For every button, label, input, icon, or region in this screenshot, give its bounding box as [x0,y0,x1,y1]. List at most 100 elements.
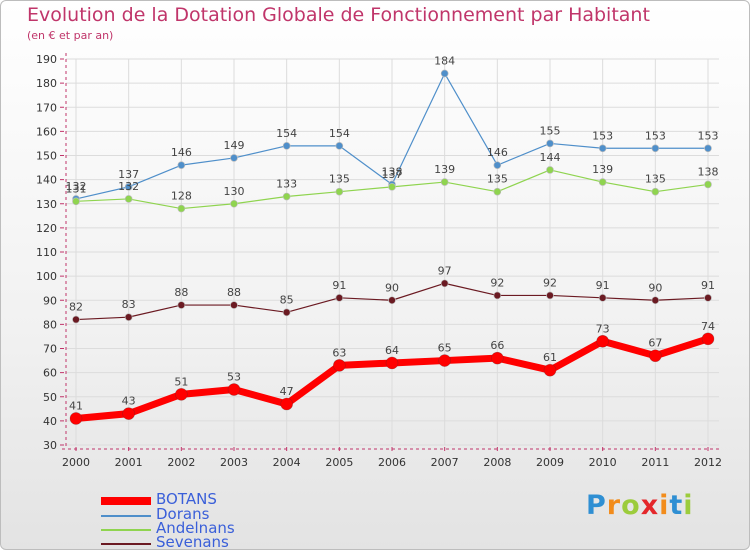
legend-label: Dorans [156,505,210,523]
data-label: 138 [382,165,403,178]
data-label: 137 [382,168,403,181]
data-point-outline [701,332,715,346]
data-label: 91 [596,279,610,292]
data-point-outline [493,291,502,300]
data-point [70,412,82,425]
y-tick-label: 60 [43,367,57,380]
x-tick-label: 2007 [431,456,459,469]
data-point-outline [388,183,396,191]
data-label: 144 [540,151,561,164]
chart-title: Evolution de la Dotation Globale de Fonc… [27,4,650,26]
y-tick-label: 30 [43,439,57,452]
x-tick-label: 2002 [167,456,195,469]
data-point-outline [440,178,449,186]
data-point-outline [230,301,238,309]
data-point [438,354,451,367]
legend-label: BOTANS [156,490,217,508]
y-tick-label: 150 [36,150,57,163]
legend-swatch [101,529,151,531]
x-tick-label: 2000 [62,456,90,469]
data-point-outline [651,296,660,305]
data-point [177,161,186,169]
data-point-outline [72,197,80,206]
logo-letter: x [640,490,660,521]
logo-letter: t [669,490,684,521]
y-tick-label: 100 [36,270,57,283]
data-point-outline [124,183,133,191]
data-label: 135 [329,173,350,186]
data-label: 51 [174,375,188,388]
x-tick-label: 2011 [641,456,669,469]
data-point [388,296,396,305]
y-tick-label: 180 [36,77,57,90]
data-point-outline [177,301,186,309]
x-tick-label: 2001 [115,456,143,469]
legend-swatch [101,543,151,545]
data-point [282,192,291,201]
y-tick-label: 130 [36,198,57,211]
logo-letter: i [683,490,694,521]
data-point-outline [385,356,399,370]
data-point [228,383,240,396]
data-label: 88 [174,286,188,299]
y-tick-label: 70 [43,343,57,356]
logo-letter: i [659,490,670,521]
data-label: 149 [224,139,245,152]
data-label: 153 [592,129,613,142]
data-point-outline [493,161,502,169]
legend-label: Sevenans [156,533,229,550]
data-point [124,183,133,191]
data-label: 138 [698,165,719,178]
data-label: 132 [66,180,87,193]
data-label: 128 [171,190,192,203]
data-label: 83 [122,298,136,311]
data-point-outline [546,291,554,300]
data-point-outline [440,69,449,78]
data-point [282,308,291,317]
data-point-outline [124,195,133,203]
data-point [596,335,609,348]
data-point-outline [491,351,504,365]
data-point [493,291,502,300]
data-label: 130 [224,185,245,198]
data-point [72,197,80,206]
data-label: 43 [122,395,136,408]
data-point-outline [598,178,607,186]
data-point [440,69,449,78]
data-point [386,356,398,369]
data-point [493,161,502,169]
data-label: 184 [434,54,455,67]
x-tick-label: 2005 [325,456,353,469]
data-label: 139 [434,163,455,176]
data-point-outline [280,397,293,411]
data-point [230,301,238,309]
y-tick-label: 190 [36,53,57,66]
data-point-outline [704,294,712,302]
y-tick-label: 110 [36,246,57,259]
data-point-outline [282,192,291,201]
data-label: 97 [438,264,452,277]
data-point [282,142,291,150]
data-label: 88 [227,286,241,299]
data-point-outline [704,144,712,153]
x-tick-label: 2010 [589,456,617,469]
x-tick-label: 2008 [483,456,511,469]
data-label: 65 [438,342,452,355]
data-point-outline [177,161,186,169]
data-point [649,349,662,362]
logo-letter: o [621,490,641,521]
data-point-outline [651,187,660,196]
legend-swatch [101,515,151,517]
data-label: 131 [66,182,87,195]
data-label: 47 [280,385,294,398]
data-point-outline [335,294,344,302]
data-point-outline [230,154,238,162]
data-point [124,313,133,321]
data-point [440,178,449,186]
y-tick-label: 140 [36,174,57,187]
data-label: 132 [118,180,139,193]
data-point [704,144,712,153]
y-tick-label: 40 [43,415,57,428]
x-tick-label: 2006 [378,456,406,469]
